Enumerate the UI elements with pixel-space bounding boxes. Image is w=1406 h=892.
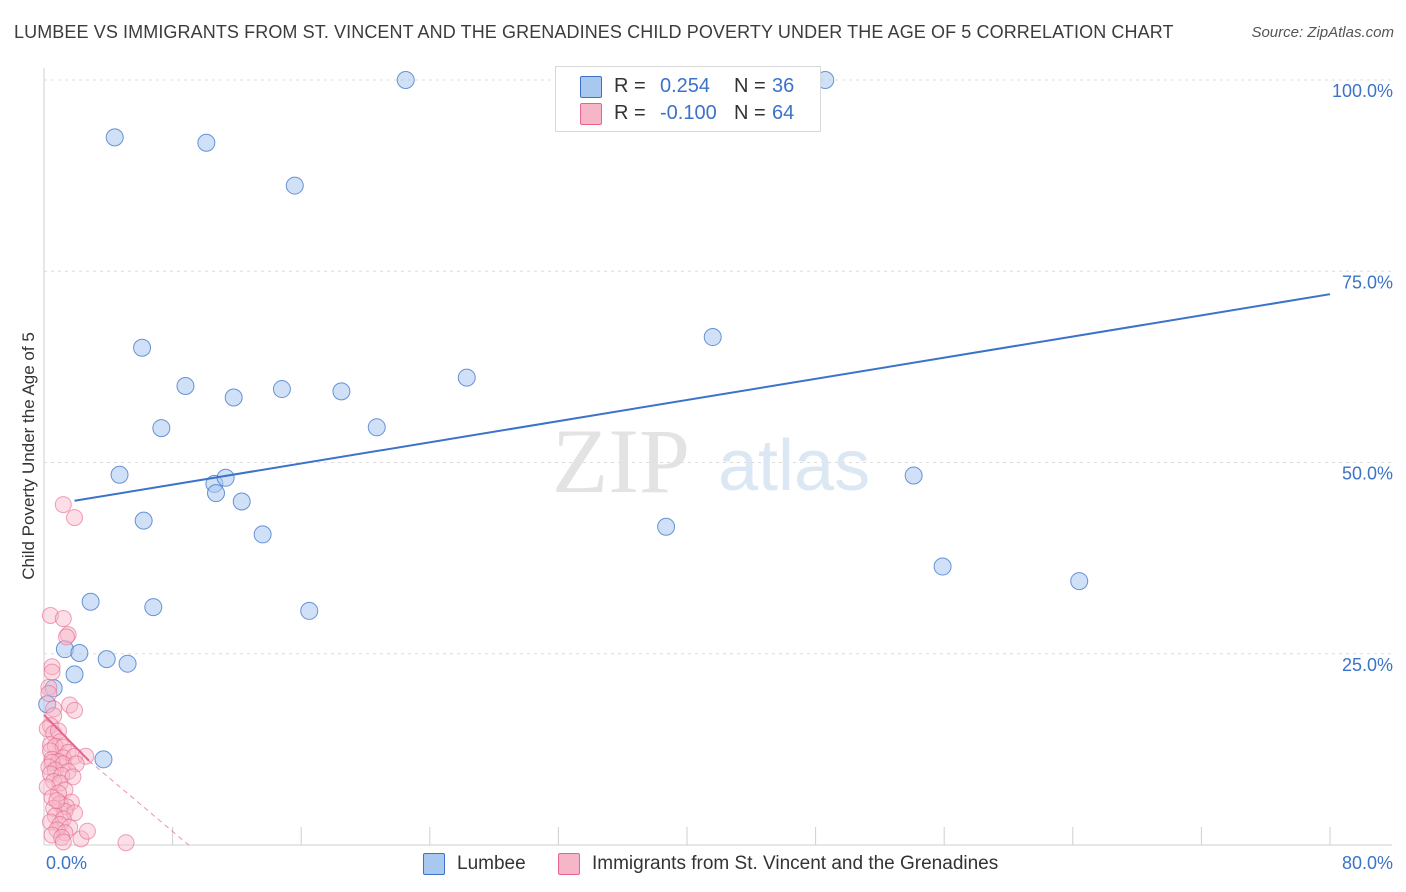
grid-lines xyxy=(44,79,1392,655)
lumbee-point xyxy=(224,388,243,407)
lumbee-point xyxy=(285,176,304,195)
tick-labels: 25.0% 50.0% 75.0% 100.0% 0.0% 80.0% xyxy=(46,81,1393,873)
immigrants-point xyxy=(40,678,58,696)
immigrants-point xyxy=(43,658,61,676)
immigrants-point xyxy=(58,628,76,646)
lumbee-point xyxy=(110,465,129,484)
lumbee-point xyxy=(197,133,216,152)
correlation-legend: R = 0.254 N = 36 R = -0.100 N = 64 xyxy=(555,66,821,132)
lumbee-point xyxy=(152,419,171,438)
r-value-immigrants: -0.100 xyxy=(660,101,717,124)
lumbee-point xyxy=(272,380,291,399)
lumbee-point xyxy=(457,368,476,387)
r-value-lumbee: 0.254 xyxy=(660,74,711,97)
immigrants-point xyxy=(54,496,72,514)
immigrants-point xyxy=(45,700,63,718)
lumbee-legend-swatch xyxy=(423,853,445,875)
lumbee-point xyxy=(703,328,722,347)
legend-row-lumbee: R = 0.254 N = 36 xyxy=(614,73,794,99)
watermark-atlas: atlas xyxy=(718,426,870,506)
r-label: R = xyxy=(614,101,646,124)
lumbee-point xyxy=(332,382,351,401)
immigrants-swatch xyxy=(580,103,602,125)
immigrants-point xyxy=(41,607,59,624)
trend-lines xyxy=(43,293,1331,846)
series-legend-lumbee: Lumbee xyxy=(423,851,526,877)
lumbee-point xyxy=(1070,572,1089,591)
lumbee-trend-line xyxy=(74,293,1331,502)
lumbee-point xyxy=(105,128,124,147)
x-tick-label-min: 0.0% xyxy=(46,853,87,873)
lumbee-point xyxy=(253,525,272,544)
immigrants-point xyxy=(43,663,61,681)
y-tick-label: 75.0% xyxy=(1342,272,1393,292)
immigrants-legend-swatch xyxy=(558,853,580,875)
immigrants-points xyxy=(38,496,135,852)
r-label: R = xyxy=(614,74,646,97)
lumbee-point xyxy=(65,665,84,684)
lumbee-point xyxy=(133,338,152,357)
immigrants-point xyxy=(40,685,58,703)
n-label: N = xyxy=(734,74,766,97)
lumbee-legend-label: Lumbee xyxy=(457,853,526,874)
immigrants-point xyxy=(61,696,79,714)
immigrants-trend-extension xyxy=(88,760,189,846)
lumbee-point xyxy=(70,643,89,662)
watermark: ZIP atlas xyxy=(552,410,870,512)
lumbee-point xyxy=(118,654,137,673)
lumbee-point xyxy=(232,492,251,511)
immigrants-legend-label: Immigrants from St. Vincent and the Gren… xyxy=(592,853,999,874)
lumbee-point xyxy=(134,511,153,530)
lumbee-points xyxy=(38,71,1089,769)
y-axis-label: Child Poverty Under the Age of 5 xyxy=(19,332,38,580)
watermark-zip: ZIP xyxy=(552,410,690,512)
series-legend-immigrants: Immigrants from St. Vincent and the Gren… xyxy=(558,851,998,877)
lumbee-point xyxy=(904,466,923,485)
n-value-immigrants: 64 xyxy=(772,101,795,124)
y-tick-label: 100.0% xyxy=(1332,81,1393,101)
immigrants-point xyxy=(117,834,135,852)
lumbee-point xyxy=(367,418,386,437)
lumbee-swatch xyxy=(580,76,602,98)
lumbee-point xyxy=(933,557,952,576)
source-label: Source: ZipAtlas.com xyxy=(1251,24,1394,41)
immigrants-point xyxy=(54,810,72,828)
lumbee-point xyxy=(657,517,676,536)
immigrants-point xyxy=(66,701,84,719)
n-value-lumbee: 36 xyxy=(772,74,795,97)
chart-title: LUMBEE VS IMMIGRANTS FROM ST. VINCENT AN… xyxy=(14,22,1174,42)
y-tick-label: 25.0% xyxy=(1342,655,1393,675)
x-tick-label-max: 80.0% xyxy=(1342,853,1393,873)
lumbee-point xyxy=(207,484,226,503)
lumbee-point xyxy=(144,598,163,617)
legend-row-immigrants: R = -0.100 N = 64 xyxy=(614,100,794,126)
immigrants-point xyxy=(54,833,72,851)
n-label: N = xyxy=(734,101,766,124)
lumbee-point xyxy=(300,601,319,620)
lumbee-point xyxy=(176,377,195,395)
immigrants-point xyxy=(48,792,66,810)
immigrants-point xyxy=(66,509,84,527)
immigrants-trend-line xyxy=(43,714,90,762)
lumbee-point xyxy=(81,592,100,611)
lumbee-point xyxy=(97,650,116,669)
immigrants-point xyxy=(78,822,96,840)
lumbee-point xyxy=(396,71,415,89)
immigrants-point xyxy=(54,610,72,628)
y-tick-label: 50.0% xyxy=(1342,464,1393,484)
lumbee-point xyxy=(94,750,113,769)
